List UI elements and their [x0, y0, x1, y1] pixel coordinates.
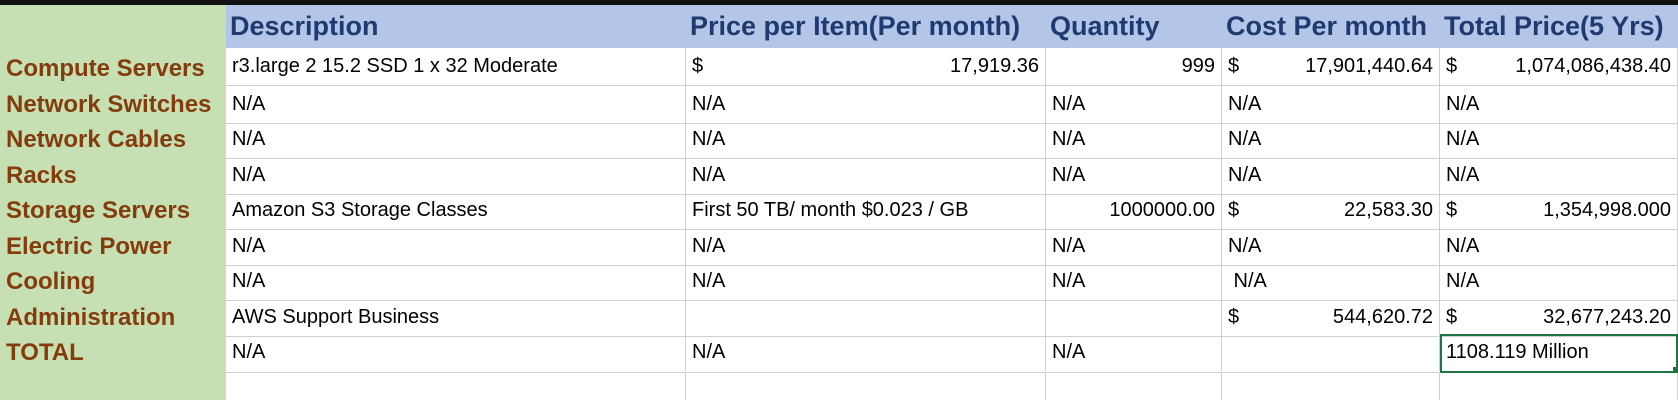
currency-symbol: $ — [1446, 199, 1458, 221]
cell-cost[interactable]: N/A — [1222, 86, 1440, 123]
currency-symbol: $ — [1228, 306, 1240, 328]
header-description[interactable]: Description — [230, 11, 379, 41]
data-grid: Description Price per Item(Per month) Qu… — [226, 5, 1678, 400]
cell-empty[interactable] — [1046, 373, 1222, 400]
row-label-administration[interactable]: Administration — [6, 304, 176, 331]
cell-description[interactable]: N/A — [226, 228, 686, 265]
spreadsheet: Compute Servers Network Switches Network… — [0, 5, 1678, 400]
cell-total[interactable]: $ 32,677,243.20 — [1440, 299, 1678, 336]
row-label-network-cables[interactable]: Network Cables — [6, 126, 187, 153]
table-row: N/A N/A N/A N/A N/A — [226, 86, 1678, 124]
cell-cost[interactable]: $ 544,620.72 — [1222, 299, 1440, 336]
header-total-price[interactable]: Total Price(5 Yrs) — [1444, 11, 1664, 41]
cell-total[interactable]: N/A — [1440, 263, 1678, 300]
header-row: Description Price per Item(Per month) Qu… — [226, 5, 1678, 48]
table-row: N/A N/A N/A N/A N/A — [226, 121, 1678, 159]
window-top-bar — [0, 0, 1678, 5]
cell-quantity[interactable]: N/A — [1046, 86, 1222, 123]
cell-description[interactable]: N/A — [226, 86, 686, 123]
cell-quantity[interactable]: N/A — [1046, 334, 1222, 371]
table-row: Amazon S3 Storage Classes First 50 TB/ m… — [226, 192, 1678, 230]
currency-symbol: $ — [1228, 55, 1240, 77]
row-label-total[interactable]: TOTAL — [6, 339, 84, 366]
cell-cost[interactable]: N/A — [1222, 263, 1440, 300]
cell-quantity[interactable]: 1000000.00 — [1046, 192, 1222, 229]
row-label-column: Compute Servers Network Switches Network… — [0, 5, 226, 400]
cell-description[interactable]: Amazon S3 Storage Classes — [226, 192, 686, 229]
row-label-electric-power[interactable]: Electric Power — [6, 233, 172, 260]
cell-quantity[interactable] — [1046, 299, 1222, 336]
table-row-empty — [226, 373, 1678, 400]
cell-description[interactable]: N/A — [226, 157, 686, 194]
cell-value: 544,620.72 — [1332, 306, 1433, 328]
cell-price[interactable] — [686, 299, 1046, 336]
header-quantity[interactable]: Quantity — [1050, 11, 1160, 41]
cell-total[interactable]: N/A — [1440, 86, 1678, 123]
cell-cost[interactable] — [1222, 334, 1440, 371]
cell-price[interactable]: N/A — [686, 157, 1046, 194]
currency-symbol: $ — [1446, 55, 1458, 77]
cell-price[interactable]: N/A — [686, 121, 1046, 158]
cell-description[interactable]: N/A — [226, 334, 686, 371]
cell-total[interactable]: N/A — [1440, 121, 1678, 158]
cell-description[interactable]: N/A — [226, 121, 686, 158]
table-row: N/A N/A N/A N/A N/A — [226, 263, 1678, 301]
table-row: N/A N/A N/A N/A N/A — [226, 228, 1678, 266]
cell-total-selected[interactable]: 1108.119 Million — [1440, 334, 1678, 373]
cell-description[interactable]: N/A — [226, 263, 686, 300]
cell-total[interactable]: $ 1,074,086,438.40 — [1440, 48, 1678, 85]
cell-price[interactable]: N/A — [686, 228, 1046, 265]
cell-description[interactable]: AWS Support Business — [226, 299, 686, 336]
cell-quantity[interactable]: N/A — [1046, 157, 1222, 194]
cell-cost[interactable]: N/A — [1222, 228, 1440, 265]
row-label-network-switches[interactable]: Network Switches — [6, 91, 212, 118]
header-price-per-item[interactable]: Price per Item(Per month) — [690, 11, 1021, 41]
cell-price[interactable]: First 50 TB/ month $0.023 / GB — [686, 192, 1046, 229]
cell-cost[interactable]: $ 17,901,440.64 — [1222, 48, 1440, 85]
cell-empty[interactable] — [226, 373, 686, 400]
cell-total[interactable]: N/A — [1440, 157, 1678, 194]
cell-price[interactable]: N/A — [686, 263, 1046, 300]
cell-description[interactable]: r3.large 2 15.2 SSD 1 x 32 Moderate — [226, 48, 686, 85]
currency-symbol: $ — [692, 55, 704, 77]
cell-value: 32,677,243.20 — [1543, 306, 1671, 328]
cell-total[interactable]: $ 1,354,998.000 — [1440, 192, 1678, 229]
cell-quantity[interactable]: N/A — [1046, 121, 1222, 158]
cell-total[interactable]: N/A — [1440, 228, 1678, 265]
cell-empty[interactable] — [686, 373, 1046, 400]
table-row: r3.large 2 15.2 SSD 1 x 32 Moderate $ 17… — [226, 48, 1678, 86]
cell-cost[interactable]: $ 22,583.30 — [1222, 192, 1440, 229]
cell-value: 17,919.36 — [950, 55, 1039, 77]
cell-empty[interactable] — [1222, 373, 1440, 400]
cell-cost[interactable]: N/A — [1222, 121, 1440, 158]
cell-quantity[interactable]: 999 — [1046, 48, 1222, 85]
cell-cost[interactable]: N/A — [1222, 157, 1440, 194]
row-label-compute-servers[interactable]: Compute Servers — [6, 55, 205, 82]
cell-value: 17,901,440.64 — [1305, 55, 1433, 77]
cell-value: 1,074,086,438.40 — [1515, 55, 1671, 77]
row-label-storage-servers[interactable]: Storage Servers — [6, 197, 191, 224]
cell-value: 1,354,998.000 — [1543, 199, 1671, 221]
cell-empty[interactable] — [1440, 373, 1678, 400]
currency-symbol: $ — [1446, 306, 1458, 328]
currency-symbol: $ — [1228, 199, 1240, 221]
table-row: N/A N/A N/A N/A N/A — [226, 157, 1678, 195]
row-label-cooling[interactable]: Cooling — [6, 268, 96, 295]
cell-quantity[interactable]: N/A — [1046, 228, 1222, 265]
fill-handle[interactable] — [1673, 367, 1678, 373]
table-row: AWS Support Business $ 544,620.72 $ 32,6… — [226, 299, 1678, 337]
cell-quantity[interactable]: N/A — [1046, 263, 1222, 300]
cell-price[interactable]: N/A — [686, 86, 1046, 123]
table-row-total: N/A N/A N/A 1108.119 Million — [226, 334, 1678, 373]
cell-value: 22,583.30 — [1344, 199, 1433, 221]
header-cost-per-month[interactable]: Cost Per month — [1226, 11, 1428, 41]
row-label-racks[interactable]: Racks — [6, 162, 77, 189]
cell-price[interactable]: N/A — [686, 334, 1046, 371]
cell-price[interactable]: $ 17,919.36 — [686, 48, 1046, 85]
